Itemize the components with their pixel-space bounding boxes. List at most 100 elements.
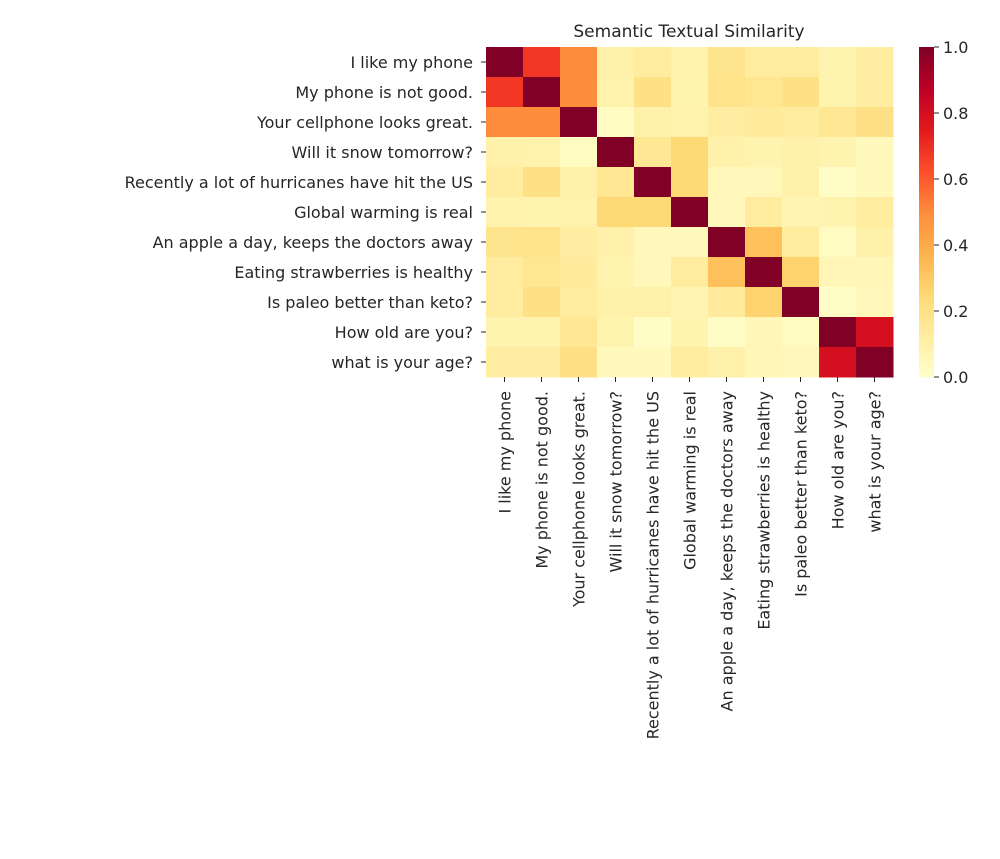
heatmap-cell — [560, 257, 598, 288]
y-tick-label: How old are you? — [335, 323, 473, 342]
heatmap-cell — [634, 107, 672, 138]
heatmap-cell — [819, 77, 857, 108]
colorbar-segment — [919, 248, 934, 253]
colorbar-segment — [919, 274, 934, 279]
colorbar-segment — [919, 261, 934, 266]
heatmap-cell — [597, 137, 635, 168]
heatmap-cell — [819, 347, 857, 378]
y-tick-label: Recently a lot of hurricanes have hit th… — [125, 173, 473, 192]
colorbar-segment — [919, 202, 934, 206]
colorbar-segment — [919, 370, 934, 375]
colorbar-segment — [919, 264, 934, 269]
colorbar-segment — [919, 192, 934, 197]
heatmap-cell — [634, 197, 672, 228]
colorbar-segment — [919, 83, 934, 88]
colorbar-segment — [919, 307, 934, 312]
heatmap-cell — [486, 77, 524, 108]
heatmap-cell — [819, 197, 857, 228]
heatmap-cell — [560, 47, 598, 78]
heatmap-cell — [486, 347, 524, 378]
colorbar-segment — [919, 337, 934, 342]
x-tick-label: Will it snow tomorrow? — [607, 391, 626, 572]
colorbar-segment — [919, 235, 934, 239]
colorbar-segment — [919, 89, 934, 94]
colorbar-segment — [919, 231, 934, 236]
heatmap-cell — [671, 287, 709, 318]
heatmap-cell — [819, 47, 857, 78]
colorbar-segment — [919, 185, 934, 190]
colorbar-segment — [919, 287, 934, 292]
colorbar-segment — [919, 136, 934, 140]
heatmap-cell — [634, 347, 672, 378]
colorbar-segment — [919, 367, 934, 371]
heatmap-cell — [634, 317, 672, 348]
heatmap-cell — [782, 317, 820, 348]
heatmap-cell — [745, 197, 783, 228]
y-tick-label: I like my phone — [350, 53, 473, 72]
colorbar-segment — [919, 271, 934, 276]
heatmap-cell — [597, 317, 635, 348]
heatmap-cell — [671, 257, 709, 288]
heatmap-cell — [634, 257, 672, 288]
colorbar-segment — [919, 162, 934, 167]
colorbar-segment — [919, 311, 934, 315]
heatmap-cell — [745, 227, 783, 258]
colorbar-segment — [919, 122, 934, 127]
heatmap-cell — [856, 77, 894, 108]
colorbar-segment — [919, 241, 934, 246]
colorbar-segment — [919, 113, 934, 117]
heatmap-cell — [671, 197, 709, 228]
colorbar-segment — [919, 317, 934, 322]
heatmap-cell — [597, 197, 635, 228]
colorbar-segment — [919, 116, 934, 121]
heatmap-cell — [782, 167, 820, 198]
heatmap-cell — [782, 227, 820, 258]
chart-title: Semantic Textual Similarity — [573, 22, 804, 42]
colorbar-segment — [919, 363, 934, 368]
colorbar-tick-label: 1.0 — [943, 38, 968, 57]
colorbar-segment — [919, 93, 934, 98]
x-tick-label: Eating strawberries is healthy — [755, 391, 774, 630]
colorbar-segment — [919, 86, 934, 91]
colorbar-segment — [919, 314, 934, 319]
heatmap-cell — [856, 257, 894, 288]
heatmap-cell — [634, 287, 672, 318]
x-tick-label: My phone is not good. — [533, 391, 552, 569]
y-tick-label: My phone is not good. — [295, 83, 473, 102]
heatmap-cell — [634, 47, 672, 78]
heatmap-cell — [486, 107, 524, 138]
colorbar-segment — [919, 297, 934, 302]
heatmap-cell — [486, 197, 524, 228]
heatmap-cell — [523, 347, 561, 378]
colorbar-segment — [919, 159, 934, 164]
colorbar-segment — [919, 334, 934, 338]
heatmap-cell — [523, 287, 561, 318]
heatmap-cell — [560, 77, 598, 108]
heatmap-cell — [745, 287, 783, 318]
colorbar-segment — [919, 175, 934, 180]
heatmap-cell — [486, 257, 524, 288]
heatmap-cell — [819, 107, 857, 138]
heatmap-cell — [708, 347, 746, 378]
heatmap-cell — [782, 77, 820, 108]
colorbar-segment — [919, 99, 934, 104]
colorbar-segment — [919, 278, 934, 282]
y-tick-label: Global warming is real — [294, 203, 473, 222]
colorbar-segment — [919, 258, 934, 263]
heatmap-cell — [560, 317, 598, 348]
heatmap-cell — [671, 137, 709, 168]
heatmap-cell — [745, 167, 783, 198]
x-tick-label: An apple a day, keeps the doctors away — [718, 391, 737, 711]
colorbar-segment — [919, 225, 934, 230]
colorbar-segment — [919, 245, 934, 249]
colorbar-segment — [919, 228, 934, 233]
heatmap-cell — [745, 347, 783, 378]
heatmap-cell — [745, 317, 783, 348]
heatmap-cell — [708, 137, 746, 168]
y-tick-label: Your cellphone looks great. — [256, 113, 473, 132]
heatmap-cell — [597, 257, 635, 288]
colorbar-segment — [919, 80, 934, 84]
colorbar-segment — [919, 152, 934, 157]
heatmap-cell — [523, 197, 561, 228]
colorbar-segment — [919, 60, 934, 65]
